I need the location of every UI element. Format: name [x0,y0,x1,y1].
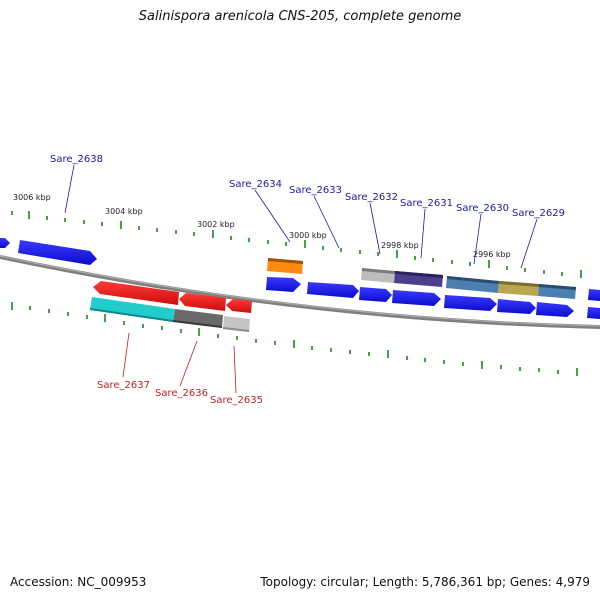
forward-gene-labels: Sare_2638 Sare_2634 Sare_2633 Sare_2632 … [50,154,565,269]
accession-text: Accession: NC_009953 [10,575,147,589]
kbp-label: 3002 kbp [197,220,235,229]
gene-label-sare-2633[interactable]: Sare_2633 [289,185,342,196]
leader-line [254,189,291,243]
forward-feature-box[interactable] [395,271,443,278]
leader-line [369,202,381,255]
gene-label-sare-2638[interactable]: Sare_2638 [50,154,103,165]
forward-cds-arrow[interactable] [587,307,600,319]
forward-strand-features [0,238,600,319]
forward-cds-arrow[interactable] [359,287,392,302]
reverse-strand-features [90,281,252,332]
reverse-cds-arrow[interactable] [226,299,252,313]
kbp-label: 3006 kbp [13,193,51,202]
forward-feature-box[interactable] [268,258,303,264]
gene-label-sare-2629[interactable]: Sare_2629 [512,208,565,219]
forward-feature-box[interactable] [362,268,395,274]
forward-cds-arrow[interactable] [18,240,97,265]
reverse-cds-arrow[interactable] [179,293,226,311]
forward-cds-arrow[interactable] [444,295,497,311]
kbp-label: 3004 kbp [105,207,143,216]
forward-cds-arrow[interactable] [307,282,359,298]
map-title: Salinispora arenicola CNS-205, complete … [138,9,462,24]
reverse-feature-box[interactable] [173,320,222,328]
leader-line [420,208,426,259]
forward-cds-arrow[interactable] [497,299,536,314]
gene-label-sare-2634[interactable]: Sare_2634 [229,179,282,190]
forward-cds-arrow[interactable] [266,277,301,292]
leader-line [473,213,482,265]
gene-label-sare-2635[interactable]: Sare_2635 [210,395,263,406]
gene-label-sare-2631[interactable]: Sare_2631 [400,198,453,209]
leader-line [520,218,538,269]
leader-line [122,332,130,378]
forward-cds-arrow[interactable] [588,289,600,301]
forward-feature-box[interactable] [499,281,539,287]
leader-line [179,340,198,387]
kbp-label: 2998 kbp [381,241,419,250]
outer-tick-ring [11,211,582,278]
gene-label-sare-2636[interactable]: Sare_2636 [155,388,208,399]
inner-tick-ring [11,302,578,376]
leader-line [233,345,237,394]
forward-cds-arrow[interactable] [0,238,10,248]
genome-backbone [0,255,600,329]
forward-cds-arrow[interactable] [392,290,441,306]
forward-cds-arrow[interactable] [536,302,574,317]
gene-label-sare-2632[interactable]: Sare_2632 [345,192,398,203]
reverse-feature-box[interactable] [90,297,175,322]
forward-feature-box[interactable] [539,284,576,290]
kbp-scale-labels: 3006 kbp 3004 kbp 3002 kbp 3000 kbp 2998… [13,193,511,259]
forward-feature-box[interactable] [447,276,499,284]
leader-line [64,164,75,214]
leader-line [313,195,340,249]
reverse-cds-arrow[interactable] [93,281,179,305]
reverse-feature-box[interactable] [223,327,249,332]
reverse-feature-box[interactable] [90,308,173,322]
kbp-label: 3000 kbp [289,231,327,240]
kbp-label: 2996 kbp [473,250,511,259]
genome-summary-text: Topology: circular; Length: 5,786,361 bp… [260,575,590,589]
reverse-gene-labels: Sare_2637 Sare_2636 Sare_2635 [97,332,263,406]
reverse-feature-box[interactable] [173,309,223,328]
gene-label-sare-2630[interactable]: Sare_2630 [456,203,509,214]
gene-label-sare-2637[interactable]: Sare_2637 [97,380,150,391]
